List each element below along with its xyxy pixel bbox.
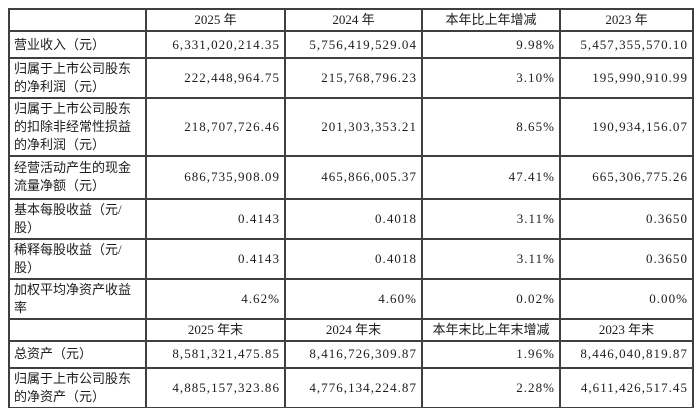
value-change: 1.96% (421, 339, 561, 369)
value-2025: 0.4143 (145, 237, 286, 280)
row-label: 归属于上市公司股东的扣除非经常性损益的净利润（元） (8, 97, 147, 157)
value-2025: 218,707,726.46 (145, 97, 286, 157)
value-2024: 201,303,353.21 (284, 97, 423, 157)
header-2024: 2024 年 (284, 8, 423, 32)
table-row-basic-eps: 基本每股收益（元/股） 0.4143 0.4018 3.11% 0.3650 (8, 197, 694, 240)
value-2023: 190,934,156.07 (559, 97, 694, 157)
value-2023: 0.3650 (559, 197, 694, 240)
value-2024: 5,756,419,529.04 (284, 30, 423, 59)
table-row-net-profit: 归属于上市公司股东的净利润（元） 222,448,964.75 215,768,… (8, 57, 694, 99)
value-2024: 4.60% (284, 277, 423, 320)
row-label: 经营活动产生的现金流量净额（元） (8, 154, 147, 200)
row-label: 加权平均净资产收益率 (8, 277, 147, 320)
value-2024: 465,866,005.37 (284, 154, 423, 200)
value-2023: 0.3650 (559, 237, 694, 280)
value-2025: 4,885,157,323.86 (145, 366, 286, 408)
value-change: 3.11% (421, 197, 561, 240)
value-2025: 222,448,964.75 (145, 57, 286, 99)
value-change: 47.41% (421, 154, 561, 200)
table-row-operating-cash-flow: 经营活动产生的现金流量净额（元） 686,735,908.09 465,866,… (8, 154, 694, 200)
value-2023: 0.00% (559, 277, 694, 320)
table-row-diluted-eps: 稀释每股收益（元/股） 0.4143 0.4018 3.11% 0.3650 (8, 237, 694, 280)
table-row-total-assets: 总资产（元） 8,581,321,475.85 8,416,726,309.87… (8, 339, 694, 369)
value-2024: 0.4018 (284, 237, 423, 280)
value-2023: 5,457,355,570.10 (559, 30, 694, 59)
period-header-row: 2025 年 2024 年 本年比上年增减 2023 年 (8, 8, 694, 32)
table-row-revenue: 营业收入（元） 6,331,020,214.35 5,756,419,529.0… (8, 30, 694, 59)
value-2025: 686,735,908.09 (145, 154, 286, 200)
value-change: 9.98% (421, 30, 561, 59)
table-row-weighted-roe: 加权平均净资产收益率 4.62% 4.60% 0.02% 0.00% (8, 277, 694, 320)
value-2023: 4,611,426,517.45 (559, 366, 694, 408)
row-label: 总资产（元） (8, 339, 147, 369)
table-row-net-assets: 归属于上市公司股东的净资产（元） 4,885,157,323.86 4,776,… (8, 366, 694, 408)
value-2024: 8,416,726,309.87 (284, 339, 423, 369)
value-2025: 8,581,321,475.85 (145, 339, 286, 369)
header-2023: 2023 年 (559, 8, 694, 32)
value-change: 2.28% (421, 366, 561, 408)
value-2024: 4,776,134,224.87 (284, 366, 423, 408)
value-change: 8.65% (421, 97, 561, 157)
value-2023: 195,990,910.99 (559, 57, 694, 99)
value-change: 3.11% (421, 237, 561, 280)
header-2025-end: 2025 年末 (145, 317, 286, 342)
value-2025: 4.62% (145, 277, 286, 320)
value-2024: 0.4018 (284, 197, 423, 240)
header-end-change: 本年末比上年末增减 (421, 317, 561, 342)
row-label: 营业收入（元） (8, 30, 147, 59)
row-label: 稀释每股收益（元/股） (8, 237, 147, 280)
header-empty-cell (8, 8, 147, 32)
row-label: 归属于上市公司股东的净利润（元） (8, 57, 147, 99)
value-change: 0.02% (421, 277, 561, 320)
value-2025: 6,331,020,214.35 (145, 30, 286, 59)
header-2024-end: 2024 年末 (284, 317, 423, 342)
header-2023-end: 2023 年末 (559, 317, 694, 342)
value-2025: 0.4143 (145, 197, 286, 240)
table-row-net-profit-excl-nonrecurring: 归属于上市公司股东的扣除非经常性损益的净利润（元） 218,707,726.46… (8, 97, 694, 157)
header-empty-cell (8, 317, 147, 342)
header-yoy-change: 本年比上年增减 (421, 8, 561, 32)
header-2025: 2025 年 (145, 8, 286, 32)
period-end-header-row: 2025 年末 2024 年末 本年末比上年末增减 2023 年末 (8, 317, 694, 342)
value-change: 3.10% (421, 57, 561, 99)
key-financial-data-table: 2025 年 2024 年 本年比上年增减 2023 年 营业收入（元） 6,3… (8, 8, 694, 408)
row-label: 归属于上市公司股东的净资产（元） (8, 366, 147, 408)
value-2023: 665,306,775.26 (559, 154, 694, 200)
value-2024: 215,768,796.23 (284, 57, 423, 99)
row-label: 基本每股收益（元/股） (8, 197, 147, 240)
value-2023: 8,446,040,819.87 (559, 339, 694, 369)
